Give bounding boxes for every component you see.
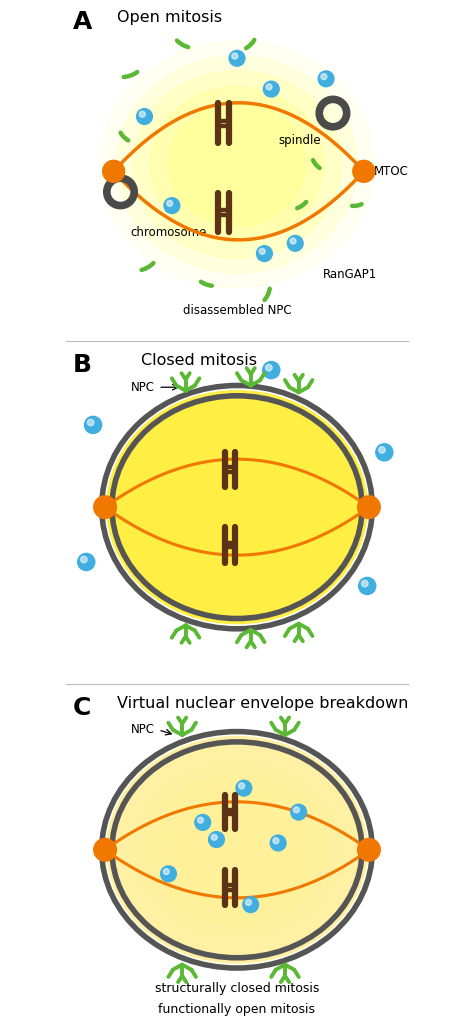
Ellipse shape (117, 747, 357, 952)
Ellipse shape (107, 391, 367, 624)
Circle shape (321, 74, 327, 79)
Circle shape (265, 365, 272, 371)
Circle shape (163, 869, 169, 875)
Circle shape (161, 866, 176, 882)
Circle shape (293, 807, 300, 813)
Circle shape (229, 50, 245, 66)
Circle shape (273, 838, 279, 844)
Circle shape (78, 553, 95, 571)
Text: C: C (73, 696, 91, 720)
Circle shape (256, 246, 272, 261)
Text: functionally open mitosis: functionally open mitosis (158, 1002, 316, 1016)
Ellipse shape (168, 792, 306, 908)
Circle shape (290, 238, 296, 244)
Ellipse shape (100, 41, 374, 288)
Ellipse shape (151, 86, 323, 243)
Ellipse shape (133, 71, 341, 258)
Text: A: A (73, 10, 92, 34)
Text: RanGAP1: RanGAP1 (323, 267, 377, 281)
Circle shape (137, 109, 152, 124)
Text: MTOC: MTOC (374, 164, 409, 178)
Circle shape (359, 578, 376, 594)
Text: Closed mitosis: Closed mitosis (141, 353, 257, 368)
Circle shape (87, 419, 94, 426)
Circle shape (376, 444, 393, 461)
Circle shape (246, 900, 252, 906)
Circle shape (211, 835, 217, 840)
Text: Virtual nuclear envelope breakdown: Virtual nuclear envelope breakdown (117, 696, 409, 710)
Circle shape (164, 197, 180, 214)
Circle shape (81, 556, 87, 563)
Circle shape (357, 839, 380, 861)
Circle shape (266, 84, 272, 89)
Ellipse shape (168, 103, 306, 226)
Circle shape (353, 160, 375, 182)
Circle shape (236, 780, 252, 796)
Circle shape (243, 896, 259, 913)
Circle shape (270, 835, 286, 851)
Text: structurally closed mitosis: structurally closed mitosis (155, 982, 319, 995)
Circle shape (357, 495, 380, 518)
Circle shape (362, 580, 368, 587)
Circle shape (84, 416, 101, 434)
Text: disassembled NPC: disassembled NPC (182, 304, 292, 318)
Circle shape (209, 832, 224, 847)
Ellipse shape (151, 776, 323, 923)
Ellipse shape (107, 737, 367, 963)
Ellipse shape (100, 733, 374, 966)
Circle shape (264, 81, 279, 97)
Ellipse shape (133, 762, 341, 939)
Circle shape (94, 495, 117, 518)
Circle shape (139, 111, 145, 117)
Text: chromosome: chromosome (130, 226, 207, 240)
Circle shape (94, 839, 117, 861)
Text: Open mitosis: Open mitosis (117, 10, 222, 26)
Circle shape (379, 446, 385, 453)
Circle shape (263, 362, 280, 378)
Text: B: B (73, 353, 91, 377)
Ellipse shape (117, 56, 357, 273)
Circle shape (291, 804, 307, 820)
Text: spindle: spindle (278, 134, 321, 147)
Circle shape (232, 53, 238, 59)
Circle shape (287, 235, 303, 251)
Circle shape (195, 814, 210, 831)
Text: NPC: NPC (131, 380, 155, 394)
Circle shape (167, 200, 173, 207)
Circle shape (318, 71, 334, 86)
Text: NPC: NPC (131, 724, 155, 736)
Circle shape (238, 783, 245, 788)
Circle shape (103, 160, 125, 182)
Circle shape (198, 817, 203, 823)
Circle shape (259, 249, 265, 254)
